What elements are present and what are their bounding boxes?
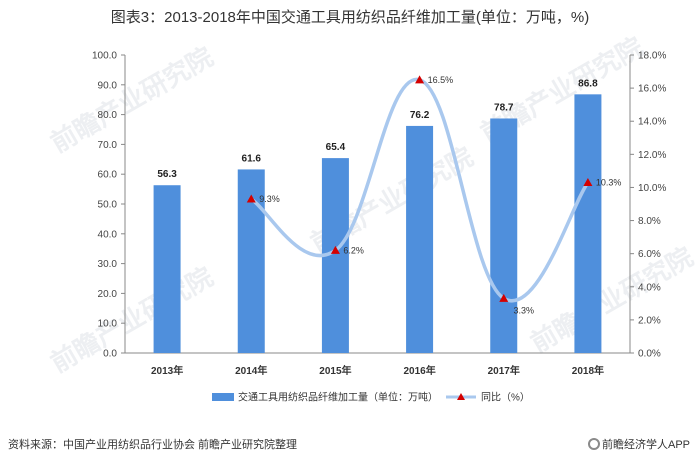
x-tick-label: 2017年 — [488, 364, 520, 377]
chart-title: 图表3：2013-2018年中国交通工具用纺织品纤维加工量(单位：万吨，%) — [110, 9, 590, 26]
right-tick-label: 0.0% — [638, 349, 661, 360]
left-tick-label: 0.0 — [103, 349, 117, 360]
x-tick-label: 2013年 — [151, 364, 183, 377]
right-tick-label: 12.0% — [638, 150, 666, 161]
line-marker — [246, 194, 256, 203]
x-tick-label: 2018年 — [572, 364, 604, 377]
legend-line-label: 同比（%） — [481, 392, 530, 404]
right-tick-label: 10.0% — [638, 183, 666, 194]
bar — [574, 94, 602, 353]
left-tick-label: 20.0 — [98, 289, 118, 300]
line-value-label: 9.3% — [259, 194, 280, 204]
bar-value-label: 78.7 — [494, 102, 514, 113]
line-value-label: 10.3% — [596, 177, 622, 187]
legend-marker-swatch — [457, 393, 465, 400]
legend-bar-swatch — [212, 393, 234, 401]
x-tick-label: 2014年 — [235, 364, 267, 377]
line-value-label: 3.3% — [513, 305, 534, 315]
x-tick-label: 2016年 — [403, 364, 435, 377]
line-value-label: 16.5% — [428, 75, 454, 85]
bar-value-label: 61.6 — [242, 153, 262, 164]
bar-value-label: 86.8 — [578, 78, 598, 89]
left-tick-label: 50.0 — [98, 200, 118, 211]
brand-credit: 前瞻经济学人APP — [587, 436, 690, 452]
line-marker — [583, 177, 593, 186]
left-tick-label: 70.0 — [98, 140, 118, 151]
line-marker — [499, 293, 509, 302]
right-tick-label: 2.0% — [638, 315, 661, 326]
left-tick-label: 100.0 — [92, 51, 117, 62]
left-tick-label: 30.0 — [98, 259, 118, 270]
left-tick-label: 60.0 — [98, 170, 118, 181]
bar — [490, 118, 518, 353]
right-tick-label: 14.0% — [638, 117, 666, 128]
left-tick-label: 40.0 — [98, 229, 118, 240]
legend-bar-label: 交通工具用纺织品纤维加工量（单位：万吨） — [238, 391, 438, 404]
x-tick-label: 2015年 — [319, 364, 351, 377]
right-tick-label: 6.0% — [638, 249, 661, 260]
bar-value-label: 56.3 — [157, 169, 177, 180]
brand-logo-icon — [587, 438, 600, 450]
line-value-label: 6.2% — [343, 245, 364, 255]
bar — [406, 125, 434, 353]
bar — [153, 185, 181, 353]
right-tick-label: 4.0% — [638, 282, 661, 293]
brand-name: 前瞻经济学人APP — [601, 439, 690, 451]
right-tick-label: 18.0% — [638, 51, 666, 62]
line-marker — [415, 75, 425, 84]
right-tick-label: 16.0% — [638, 84, 666, 95]
right-tick-label: 8.0% — [638, 216, 661, 227]
left-tick-label: 80.0 — [98, 110, 118, 121]
left-tick-label: 10.0 — [98, 319, 118, 330]
left-tick-label: 90.0 — [98, 80, 118, 91]
bar-value-label: 76.2 — [410, 110, 430, 121]
source-note: 资料来源：中国产业用纺织品行业协会 前瞻产业研究院整理 — [8, 439, 298, 451]
bar-value-label: 65.4 — [326, 142, 346, 153]
line-marker — [330, 245, 340, 254]
